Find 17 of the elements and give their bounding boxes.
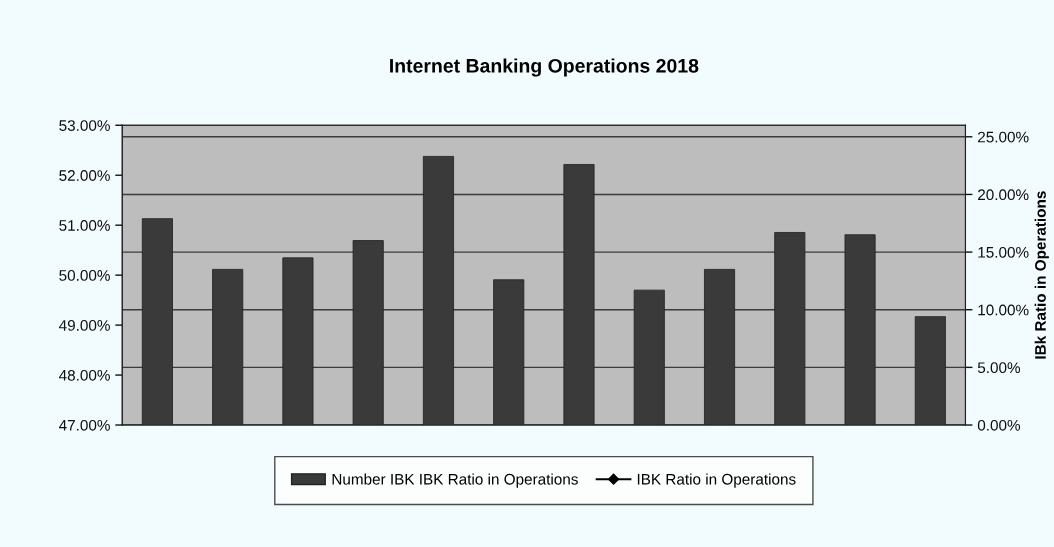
- y-tick-label: 48.00%: [59, 369, 110, 381]
- legend-label: IBK Ratio in Operations: [637, 473, 796, 488]
- y2-tick-label: 15.00%: [978, 246, 1029, 258]
- y-tick-label: 50.00%: [59, 270, 110, 281]
- y-tick-label: 52.00%: [59, 170, 110, 181]
- y2-tick-label: 25.00%: [978, 131, 1029, 143]
- y2-tick-label: 20.00%: [978, 189, 1029, 201]
- y-tick-label: 51.00%: [59, 220, 110, 231]
- legend-label: Number IBK IBK Ratio in Operations: [332, 473, 578, 488]
- y-tick-label: 47.00%: [59, 419, 110, 431]
- y2-tick-label: 10.00%: [978, 304, 1029, 316]
- y2-tick-label: 5.00%: [977, 362, 1021, 374]
- y-tick-label: 49.00%: [59, 319, 110, 331]
- y2-axis-title: IBk Ratio in Operations: [1034, 191, 1049, 359]
- y2-tick-label: 0.00%: [977, 419, 1021, 431]
- chart-title: Internet Banking Operations 2018: [390, 58, 699, 77]
- y-tick-label: 53.00%: [59, 120, 110, 131]
